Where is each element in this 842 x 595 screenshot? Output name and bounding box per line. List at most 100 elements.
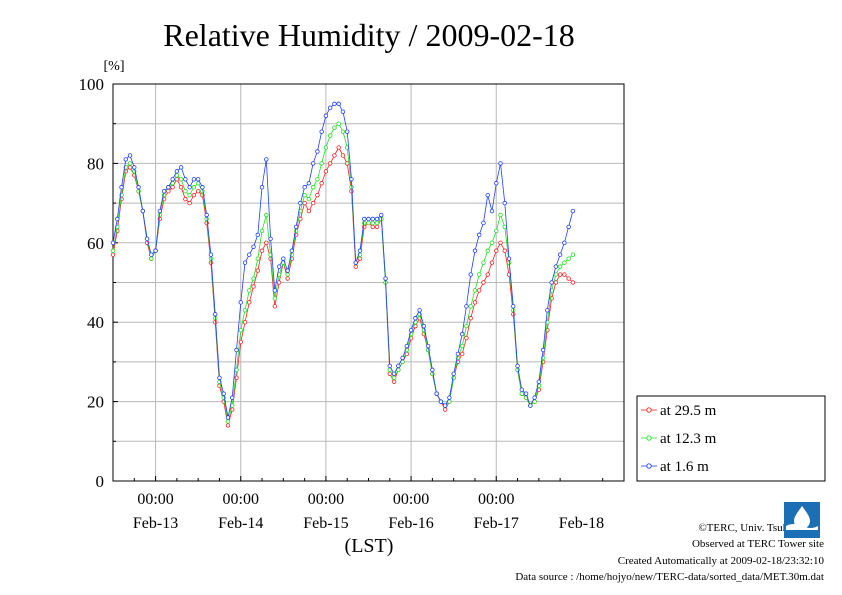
- data-point: [153, 248, 158, 253]
- data-point: [327, 133, 333, 138]
- y-axis: 0 20 40 60 80 100: [79, 75, 118, 491]
- data-point: [264, 240, 269, 245]
- data-point: [302, 200, 307, 206]
- data-point: [336, 121, 341, 126]
- data-point: [528, 403, 533, 408]
- data-point: [549, 280, 554, 285]
- data-point: [140, 208, 146, 214]
- data-point: [400, 355, 405, 361]
- data-point: [306, 208, 312, 214]
- data-point: [183, 188, 188, 194]
- data-point: [489, 208, 495, 214]
- data-point: [242, 308, 248, 313]
- data-point: [502, 200, 507, 206]
- data-point: [557, 252, 563, 257]
- data-point: [136, 185, 141, 190]
- data-point: [323, 113, 329, 118]
- data-point: [255, 232, 260, 238]
- data-point: [379, 212, 384, 218]
- data-point: [383, 276, 388, 281]
- y-tick-label: 80: [87, 154, 104, 173]
- x-tick-time-label: 00:00: [308, 491, 344, 508]
- data-point: [302, 192, 307, 198]
- data-point: [506, 256, 512, 261]
- data-point: [319, 129, 324, 134]
- legend-label: at 12.3 m: [660, 431, 717, 447]
- data-point: [225, 415, 231, 420]
- data-point: [417, 308, 422, 313]
- x-tick-time-label: 00:00: [137, 491, 173, 508]
- data-source-text: Data source : /home/hojyo/new/TERC-data/…: [515, 571, 824, 583]
- data-point: [259, 248, 265, 253]
- data-point: [323, 145, 329, 150]
- data-point: [413, 316, 418, 321]
- data-point: [494, 248, 499, 253]
- data-point: [204, 212, 209, 218]
- data-point: [472, 300, 478, 305]
- data-point: [127, 153, 133, 158]
- data-point: [251, 276, 256, 281]
- terc-logo: [784, 502, 820, 538]
- data-point: [464, 323, 469, 329]
- copyright-text: ©TERC, Univ. Tsukuba: [698, 522, 804, 534]
- data-point: [374, 220, 380, 226]
- data-point: [532, 395, 537, 400]
- data-point: [306, 181, 312, 186]
- data-point: [242, 260, 248, 265]
- data-point: [557, 264, 563, 269]
- data-point: [408, 327, 414, 333]
- data-point: [315, 192, 320, 198]
- data-point: [481, 220, 486, 226]
- created-text: Created Automatically at 2009-02-18/23:3…: [617, 555, 824, 567]
- data-point: [119, 185, 124, 190]
- data-point: [264, 157, 269, 162]
- data-point: [127, 161, 133, 166]
- data-point: [234, 367, 239, 373]
- x-tick-date-label: Feb-15: [303, 515, 348, 532]
- data-point: [306, 196, 312, 202]
- data-point: [191, 177, 197, 182]
- data-point: [485, 248, 490, 253]
- data-point: [251, 244, 256, 249]
- legend-swatch-marker: [646, 463, 652, 469]
- data-point: [442, 403, 448, 408]
- data-point: [570, 252, 576, 257]
- data-point: [187, 192, 192, 198]
- data-point: [238, 300, 243, 305]
- data-point: [110, 240, 116, 245]
- data-point: [191, 192, 197, 198]
- data-point: [477, 288, 482, 293]
- data-point: [519, 387, 524, 392]
- data-point: [459, 331, 465, 337]
- data-point: [336, 145, 341, 150]
- data-point: [494, 181, 499, 186]
- data-point: [515, 363, 520, 369]
- data-point: [264, 212, 269, 218]
- data-point: [472, 288, 478, 293]
- data-point: [374, 224, 380, 230]
- data-point: [272, 296, 278, 301]
- legend-label: at 29.5 m: [660, 403, 717, 419]
- data-point: [494, 228, 499, 234]
- data-point: [362, 216, 367, 222]
- data-point: [310, 161, 316, 166]
- data-point: [477, 232, 482, 238]
- data-point: [540, 347, 546, 353]
- data-point: [498, 212, 503, 218]
- data-point: [353, 264, 358, 269]
- data-point: [327, 105, 333, 111]
- data-point: [178, 177, 184, 182]
- data-point: [511, 304, 516, 309]
- y-tick-label: 0: [96, 472, 105, 491]
- data-point: [238, 327, 243, 333]
- data-point: [340, 129, 346, 134]
- data-point: [259, 185, 265, 190]
- data-point: [366, 220, 371, 226]
- data-point: [425, 343, 431, 349]
- data-point: [485, 192, 490, 198]
- data-point: [396, 363, 401, 369]
- data-point: [545, 308, 550, 313]
- data-point: [430, 367, 435, 373]
- data-point: [459, 351, 465, 357]
